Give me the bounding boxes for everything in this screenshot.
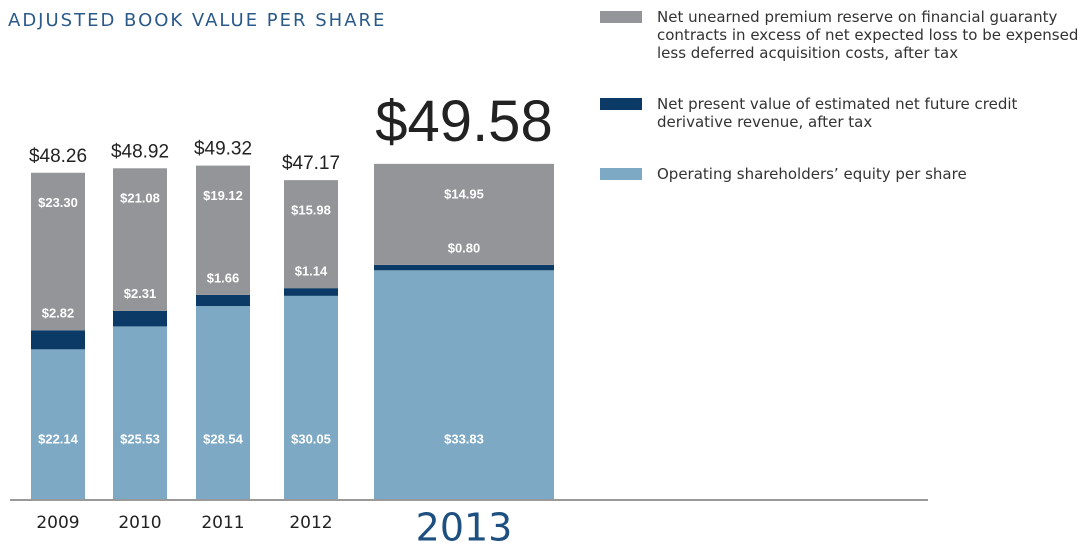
data-label: $15.98: [291, 203, 331, 218]
data-label: $14.95: [444, 186, 484, 201]
bar-segment: [284, 295, 338, 499]
data-label: $25.53: [120, 431, 160, 446]
bar-segment: [284, 288, 338, 296]
x-tick-label: 2013: [416, 506, 513, 548]
data-label: $22.14: [38, 431, 79, 446]
data-label: $21.08: [120, 191, 160, 206]
total-label: $48.92: [111, 141, 169, 162]
x-tick-label: 2012: [289, 513, 332, 533]
data-label: $0.80: [448, 240, 481, 255]
data-label: $2.31: [124, 286, 157, 301]
x-tick-label: 2011: [201, 513, 244, 533]
legend-item: Operating shareholders’ equity per share: [600, 165, 1080, 183]
bar-segment: [31, 330, 85, 350]
bar-segment: [31, 172, 85, 331]
legend-item: Net unearned premium reserve on financia…: [600, 8, 1080, 62]
bar-segment: [196, 165, 250, 295]
bar-segment: [374, 163, 554, 265]
data-label: $2.82: [42, 306, 75, 321]
data-label: $28.54: [203, 431, 244, 446]
bar-segment: [31, 349, 85, 499]
legend-label: Net unearned premium reserve on financia…: [657, 8, 1079, 62]
data-label: $23.30: [38, 195, 78, 210]
legend-swatch: [600, 168, 642, 180]
bar-segment: [196, 294, 250, 307]
data-label: $19.12: [203, 188, 243, 203]
bar-segment: [374, 264, 554, 271]
data-label: $33.83: [444, 431, 484, 446]
total-label: $49.32: [194, 139, 252, 160]
bar-segment: [374, 270, 554, 499]
bar-segment: [113, 168, 167, 311]
x-tick-label: 2009: [36, 513, 79, 533]
legend-label: Operating shareholders’ equity per share: [657, 165, 967, 183]
data-label: $1.66: [207, 270, 240, 285]
legend-swatch: [600, 98, 642, 110]
bar-segment: [196, 306, 250, 499]
data-label: $30.05: [291, 431, 331, 446]
total-label: $48.26: [29, 146, 87, 167]
chart-title: ADJUSTED BOOK VALUE PER SHARE: [8, 10, 386, 31]
legend-item: Net present value of estimated net futur…: [600, 95, 1080, 131]
total-label: $49.58: [375, 89, 552, 154]
bar-segment: [284, 180, 338, 289]
total-label: $47.17: [282, 153, 340, 174]
legend-label: Net present value of estimated net futur…: [657, 95, 1018, 131]
legend-swatch: [600, 11, 642, 23]
data-label: $1.14: [295, 264, 328, 279]
bar-segment: [113, 310, 167, 327]
bar-segment: [113, 326, 167, 499]
x-tick-label: 2010: [118, 513, 161, 533]
